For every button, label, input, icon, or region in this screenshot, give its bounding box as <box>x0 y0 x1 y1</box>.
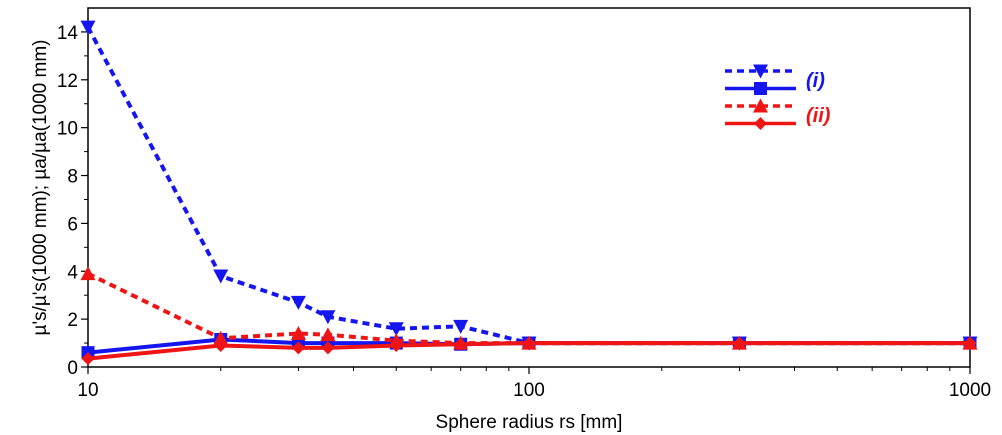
data-point <box>213 269 229 284</box>
data-point <box>388 322 404 337</box>
y-axis-label: µ's/µ's(1000 mm); µa/µa(1000 mm) <box>30 39 51 335</box>
data-point <box>321 341 335 355</box>
data-point <box>81 352 95 366</box>
y-tick-label: 10 <box>57 119 78 140</box>
data-point <box>389 338 403 352</box>
y-tick-label: 14 <box>57 23 79 44</box>
data-point <box>963 336 977 350</box>
data-point <box>290 295 306 310</box>
data-point <box>454 337 468 351</box>
legend-marker <box>754 82 767 95</box>
plot-frame <box>87 7 971 368</box>
legend-label: (ii) <box>806 105 831 127</box>
data-point <box>80 20 96 35</box>
x-axis-label: Sphere radius rs [mm] <box>436 412 623 433</box>
y-tick-label: 4 <box>67 262 78 283</box>
series-layer <box>80 20 978 366</box>
legend-label: (i) <box>806 70 825 92</box>
data-point <box>214 338 228 352</box>
series-4 <box>81 336 977 366</box>
x-tick-label: 100 <box>513 380 545 401</box>
data-point <box>290 325 306 340</box>
data-point <box>453 319 469 334</box>
data-point <box>320 327 336 342</box>
legend-marker <box>754 117 767 130</box>
data-point <box>522 336 536 350</box>
legend: (i) (ii) <box>725 64 831 130</box>
y-tick-label: 12 <box>57 71 78 92</box>
data-point <box>80 266 96 281</box>
y-tick-label: 0 <box>67 358 78 379</box>
axes-layer: 0 2 4 6 8 10 12 14 10 100 1000 <box>57 7 991 401</box>
x-tick-label: 1000 <box>949 380 991 401</box>
series-line <box>87 271 970 346</box>
data-point <box>291 341 305 355</box>
y-tick-label: 8 <box>67 167 78 188</box>
data-point <box>213 330 229 345</box>
legend-entry-1 <box>725 64 796 79</box>
data-point <box>320 310 336 325</box>
legend-entry-3 <box>725 98 796 113</box>
legend-marker <box>753 98 768 113</box>
legend-marker <box>753 64 768 79</box>
axis-labels: Sphere radius rs [mm] µ's/µ's(1000 mm); … <box>30 39 622 433</box>
y-tick-label: 2 <box>67 310 78 331</box>
legend-entry-2 <box>725 82 796 95</box>
series-1 <box>80 20 978 351</box>
y-tick-label: 6 <box>67 214 78 235</box>
data-point <box>732 336 746 350</box>
legend-entry-4 <box>725 117 796 130</box>
x-tick-label: 10 <box>77 380 98 401</box>
series-line <box>86 26 970 346</box>
